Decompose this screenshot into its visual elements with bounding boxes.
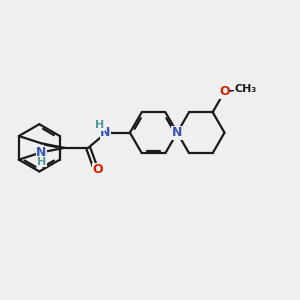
Text: N: N [36,146,46,159]
Text: H: H [37,157,46,167]
Text: O: O [219,85,230,98]
Text: H: H [95,120,104,130]
Text: methyl: methyl [253,88,258,89]
Text: N: N [172,126,182,139]
Text: N: N [100,126,111,139]
Text: O: O [92,163,103,176]
Text: CH₃: CH₃ [235,84,257,94]
